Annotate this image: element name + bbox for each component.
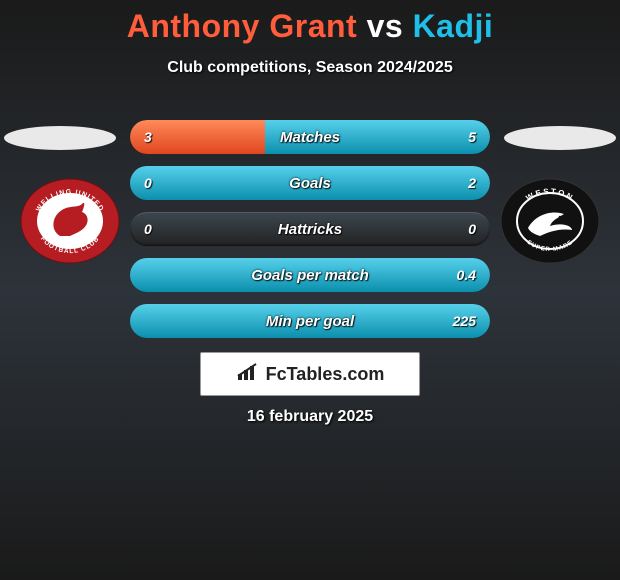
comparison-card: Anthony Grant vs Kadji Club competitions… <box>0 0 620 580</box>
stat-bar: 35Matches <box>130 120 490 154</box>
chart-icon <box>236 362 262 387</box>
player2-avatar-placeholder <box>504 126 616 150</box>
club-crest-right: WESTON SUPER MARE <box>500 178 600 264</box>
stat-bar: 225Min per goal <box>130 304 490 338</box>
vs-text: vs <box>367 8 404 44</box>
player1-avatar-placeholder <box>4 126 116 150</box>
stat-label: Goals per match <box>130 258 490 292</box>
stat-bar: 00Hattricks <box>130 212 490 246</box>
stats-bars: 35Matches 02Goals 00Hattricks 0.4Goals per … <box>130 120 490 350</box>
stat-label: Matches <box>130 120 490 154</box>
subtitle: Club competitions, Season 2024/2025 <box>0 59 620 77</box>
player2-name: Kadji <box>413 8 494 44</box>
brand-text: FcTables.com <box>266 364 385 385</box>
stat-label: Goals <box>130 166 490 200</box>
stat-bar: 02Goals <box>130 166 490 200</box>
brand-box: FcTables.com <box>200 352 420 396</box>
club-crest-left: WELLING UNITED FOOTBALL CLUB <box>20 178 120 264</box>
stat-label: Min per goal <box>130 304 490 338</box>
player1-name: Anthony Grant <box>127 8 357 44</box>
stat-bar: 0.4Goals per match <box>130 258 490 292</box>
page-title: Anthony Grant vs Kadji <box>0 0 620 45</box>
footer-date: 16 february 2025 <box>0 408 620 426</box>
stat-label: Hattricks <box>130 212 490 246</box>
